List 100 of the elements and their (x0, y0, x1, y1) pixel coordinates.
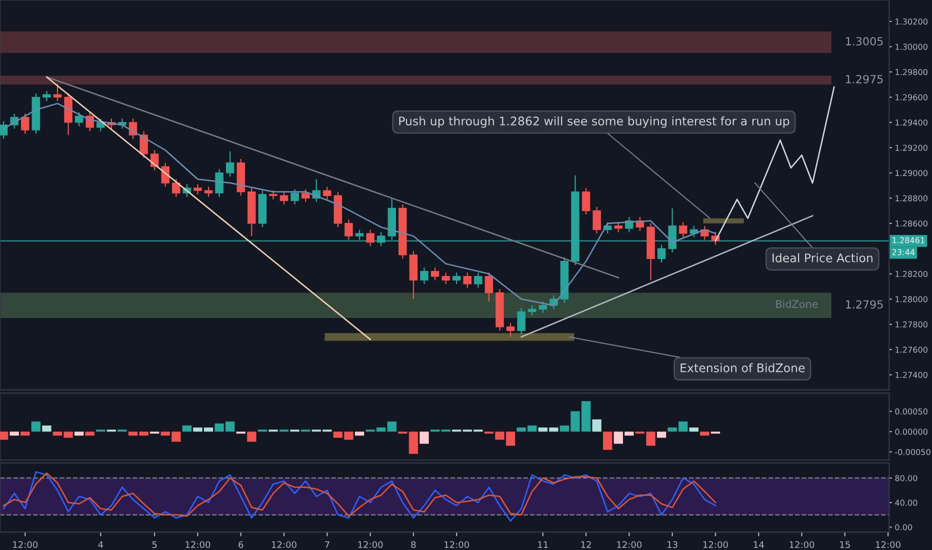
candlestick (194, 184, 202, 195)
y-tick-label: 80.00 (895, 475, 918, 482)
candlestick (430, 266, 440, 281)
bar (603, 432, 612, 450)
band-label: 1.2795 (846, 300, 883, 309)
candlestick (301, 188, 310, 202)
y-tick-label: 0.00 (895, 524, 912, 530)
text: 23:44 (892, 249, 915, 256)
y-tick-label: 1.29400 (896, 119, 928, 126)
candlestick (21, 113, 30, 134)
y-tick-label: 1.28000 (896, 296, 928, 302)
y-tick-label: 1.30200 (896, 18, 928, 25)
candlestick (657, 244, 666, 264)
y-tick-label: 0.00050 (895, 408, 928, 414)
candlestick (172, 178, 180, 198)
ref-line-label: 1.28461 (892, 237, 924, 244)
bar (85, 432, 94, 436)
y-tick-label: 1.29600 (896, 94, 928, 100)
x-tick-label: 12:00 (272, 541, 296, 548)
candlestick (452, 272, 461, 284)
bar (408, 432, 418, 454)
x-tick-label: 13 (668, 541, 678, 548)
band-label: 1.3005 (846, 37, 883, 46)
candlestick (614, 222, 623, 233)
candlestick (484, 272, 494, 302)
y-tick-label: 1.28200 (896, 270, 928, 278)
y-tick-label: 1.29800 (896, 69, 928, 76)
x-tick-label: 6 (238, 541, 244, 548)
candlestick (528, 304, 536, 316)
y-tick-label: 40.00 (895, 500, 918, 506)
x-tick-label: 12:00 (13, 541, 38, 548)
candlestick (582, 187, 590, 216)
candlestick (53, 84, 62, 102)
bar (700, 432, 710, 436)
x-tick-label: 12:00 (358, 541, 383, 548)
x-tick-label: 5 (152, 541, 157, 548)
x-tick-label: 4 (98, 541, 104, 548)
candlestick (592, 206, 601, 234)
annotation: Extension of BidZone (680, 363, 805, 372)
x-tick-label: 11 (538, 541, 548, 548)
x-tick-label: 12:00 (876, 541, 900, 548)
bar (31, 421, 41, 432)
candlestick (355, 229, 364, 240)
candlestick (280, 191, 288, 205)
bar (387, 421, 396, 432)
candlestick (323, 186, 332, 200)
y-tick-label: -0.00050 (895, 448, 930, 456)
candlestick (668, 208, 676, 253)
candlestick (517, 307, 526, 335)
bar (689, 428, 698, 432)
x-tick-label: 8 (411, 541, 416, 548)
y-tick-label: 1.27800 (896, 321, 928, 328)
x-tick-label: 12:00 (444, 541, 469, 548)
x-tick-label: 7 (325, 541, 330, 548)
bar (354, 432, 364, 436)
candlestick (226, 150, 234, 178)
y-tick-label: 1.29000 (896, 170, 928, 176)
x-tick-label: 12:00 (790, 541, 814, 548)
bar (20, 432, 30, 436)
x-tick-label: 12:00 (617, 541, 642, 548)
annotation: Ideal Price Action (772, 253, 872, 262)
x-tick-label: 14 (754, 541, 764, 548)
y-tick-label: 0.00000 (895, 428, 928, 435)
candlestick (140, 130, 148, 158)
y-tick-label: 1.28600 (896, 220, 928, 227)
x-tick-label: 12:00 (703, 541, 728, 548)
candlestick (215, 168, 224, 198)
bar (656, 432, 666, 438)
candlestick (538, 301, 548, 314)
candlestick (474, 272, 482, 288)
bar (10, 432, 19, 436)
y-tick-label: 1.27600 (896, 346, 928, 353)
candlestick (442, 272, 450, 284)
annotation: Push up through 1.2862 will see some buying interest for a run up (399, 116, 790, 128)
y-tick-label: 1.27400 (896, 372, 928, 378)
candlestick (161, 162, 170, 188)
x-tick-label: 15 (840, 541, 850, 548)
bar (0, 432, 8, 440)
candlestick (290, 188, 299, 205)
candlestick (204, 186, 213, 198)
y-tick-label: 1.28800 (896, 195, 928, 202)
candlestick (74, 112, 84, 127)
band-label: 1.2975 (846, 74, 883, 84)
candlestick (344, 219, 353, 240)
bar (182, 426, 192, 432)
x-tick-label: 12 (581, 541, 591, 548)
candlestick (376, 232, 386, 247)
candlestick (42, 90, 51, 102)
bar (420, 432, 429, 444)
y-tick-label: 1.30000 (896, 44, 928, 50)
candlestick (506, 322, 515, 338)
candlestick (420, 266, 428, 284)
candlestick (366, 229, 374, 247)
y-tick-label: 1.29200 (896, 144, 928, 151)
bar (74, 432, 84, 436)
bar (42, 426, 52, 432)
annotation: BidZone (776, 300, 818, 308)
candlestick (678, 222, 688, 238)
candlestick (0, 120, 8, 140)
candlestick (463, 272, 472, 288)
